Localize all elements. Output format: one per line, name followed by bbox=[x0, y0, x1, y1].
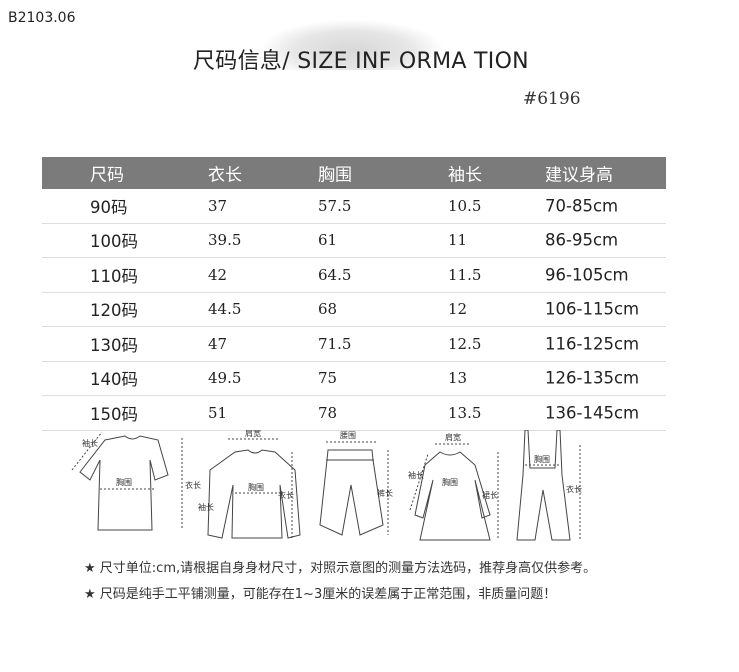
cell-length: 42 bbox=[208, 265, 228, 284]
cell-size: 130码 bbox=[90, 335, 138, 355]
table-row: 90码 37 57.5 10.5 70-85cm bbox=[42, 189, 666, 224]
table-row: 100码 39.5 61 11 86-95cm bbox=[42, 224, 666, 258]
cell-size: 110码 bbox=[90, 266, 138, 286]
cell-chest: 75 bbox=[318, 369, 338, 388]
cell-chest: 78 bbox=[318, 403, 338, 422]
cell-sleeve: 12.5 bbox=[448, 334, 482, 353]
sweater-chest-label: 胸围 bbox=[248, 482, 264, 492]
cell-sleeve: 11 bbox=[448, 231, 468, 250]
cell-height: 116-125cm bbox=[545, 334, 640, 354]
dress-shoulder-label: 肩宽 bbox=[445, 432, 461, 442]
brush-stroke-decoration bbox=[262, 20, 442, 70]
note-measurement-unit: ★ 尺寸单位:cm,请根据自身身材尺寸，对照示意图的测量方法选码，推荐身高仅供参… bbox=[84, 561, 597, 576]
table-row: 150码 51 78 13.5 136-145cm bbox=[42, 396, 666, 431]
cell-sleeve: 10.5 bbox=[448, 196, 482, 215]
measurement-diagrams: 袖长 胸围 衣长 肩宽 袖长 胸围 衣长 腰围 裤长 肩宽 bbox=[71, 430, 582, 541]
tshirt-diagram: 袖长 胸围 衣长 bbox=[71, 431, 201, 531]
shorts-diagram: 腰围 裤长 bbox=[319, 431, 393, 536]
note-measurement-error: ★ 尺码是纯手工平铺测量，可能存在1~3厘米的误差属于正常范围，非质量问题！ bbox=[84, 587, 557, 602]
sweater-diagram: 肩宽 袖长 胸围 衣长 bbox=[198, 430, 301, 539]
cell-length: 44.5 bbox=[208, 300, 242, 319]
cell-chest: 71.5 bbox=[318, 334, 352, 353]
header-size: 尺码 bbox=[90, 165, 124, 186]
dress-diagram: 肩宽 袖长 胸围 裙长 bbox=[408, 432, 499, 541]
cell-size: 100码 bbox=[90, 232, 138, 252]
dress-chest-label: 胸围 bbox=[442, 477, 458, 487]
cell-size: 150码 bbox=[90, 404, 138, 424]
cell-height: 70-85cm bbox=[545, 196, 619, 216]
page-title: 尺码信息/ SIZE INF ORMA TION bbox=[193, 49, 529, 74]
cell-size: 120码 bbox=[90, 301, 138, 321]
overalls-chest-label: 胸围 bbox=[534, 454, 550, 464]
table-row: 110码 42 64.5 11.5 96-105cm bbox=[42, 258, 666, 293]
cell-length: 39.5 bbox=[208, 231, 242, 250]
shorts-waist-label: 腰围 bbox=[340, 431, 356, 440]
sweater-shoulder-label: 肩宽 bbox=[245, 430, 261, 438]
cell-sleeve: 13.5 bbox=[448, 403, 482, 422]
cell-height: 126-135cm bbox=[545, 368, 640, 388]
size-table: 尺码 衣长 胸围 袖长 建议身高 90码 37 57.5 10.5 70-85cm 100… bbox=[42, 157, 666, 431]
cell-height: 96-105cm bbox=[545, 265, 629, 285]
cell-sleeve: 11.5 bbox=[448, 265, 482, 284]
shorts-length-label: 裤长 bbox=[377, 488, 393, 498]
cell-chest: 64.5 bbox=[318, 265, 352, 284]
sku-number: #6196 bbox=[523, 89, 581, 109]
cell-height: 106-115cm bbox=[545, 299, 640, 319]
header-chest: 胸围 bbox=[318, 165, 352, 186]
cell-length: 47 bbox=[208, 334, 228, 353]
table-row: 120码 44.5 68 12 106-115cm bbox=[42, 293, 666, 327]
cell-chest: 61 bbox=[318, 231, 338, 250]
tshirt-chest-label: 胸围 bbox=[116, 477, 132, 487]
table-row: 140码 49.5 75 13 126-135cm bbox=[42, 362, 666, 396]
cell-length: 51 bbox=[208, 403, 228, 422]
cell-size: 90码 bbox=[90, 197, 128, 217]
sweater-sleeve-label: 袖长 bbox=[198, 502, 214, 512]
cell-height: 136-145cm bbox=[545, 403, 640, 423]
cell-size: 140码 bbox=[90, 370, 138, 390]
cell-sleeve: 12 bbox=[448, 300, 468, 319]
cell-sleeve: 13 bbox=[448, 369, 468, 388]
tshirt-length-label: 衣长 bbox=[185, 480, 201, 490]
tshirt-sleeve-label: 袖长 bbox=[82, 438, 98, 448]
dress-length-label: 裙长 bbox=[482, 490, 498, 500]
cell-length: 37 bbox=[208, 196, 228, 215]
header-sleeve: 袖长 bbox=[448, 165, 482, 186]
product-code: B2103.06 bbox=[8, 10, 76, 26]
sweater-length-label: 衣长 bbox=[278, 490, 294, 500]
overalls-length-label: 衣长 bbox=[566, 484, 582, 494]
table-row: 130码 47 71.5 12.5 116-125cm bbox=[42, 327, 666, 362]
cell-height: 86-95cm bbox=[545, 230, 619, 250]
header-length: 衣长 bbox=[208, 165, 242, 186]
dress-sleeve-label: 袖长 bbox=[408, 470, 424, 480]
overalls-diagram: 胸围 衣长 bbox=[516, 430, 582, 541]
cell-length: 49.5 bbox=[208, 369, 242, 388]
header-height: 建议身高 bbox=[545, 165, 613, 186]
cell-chest: 57.5 bbox=[318, 196, 352, 215]
table-header: 尺码 衣长 胸围 袖长 建议身高 bbox=[42, 157, 666, 189]
cell-chest: 68 bbox=[318, 300, 338, 319]
